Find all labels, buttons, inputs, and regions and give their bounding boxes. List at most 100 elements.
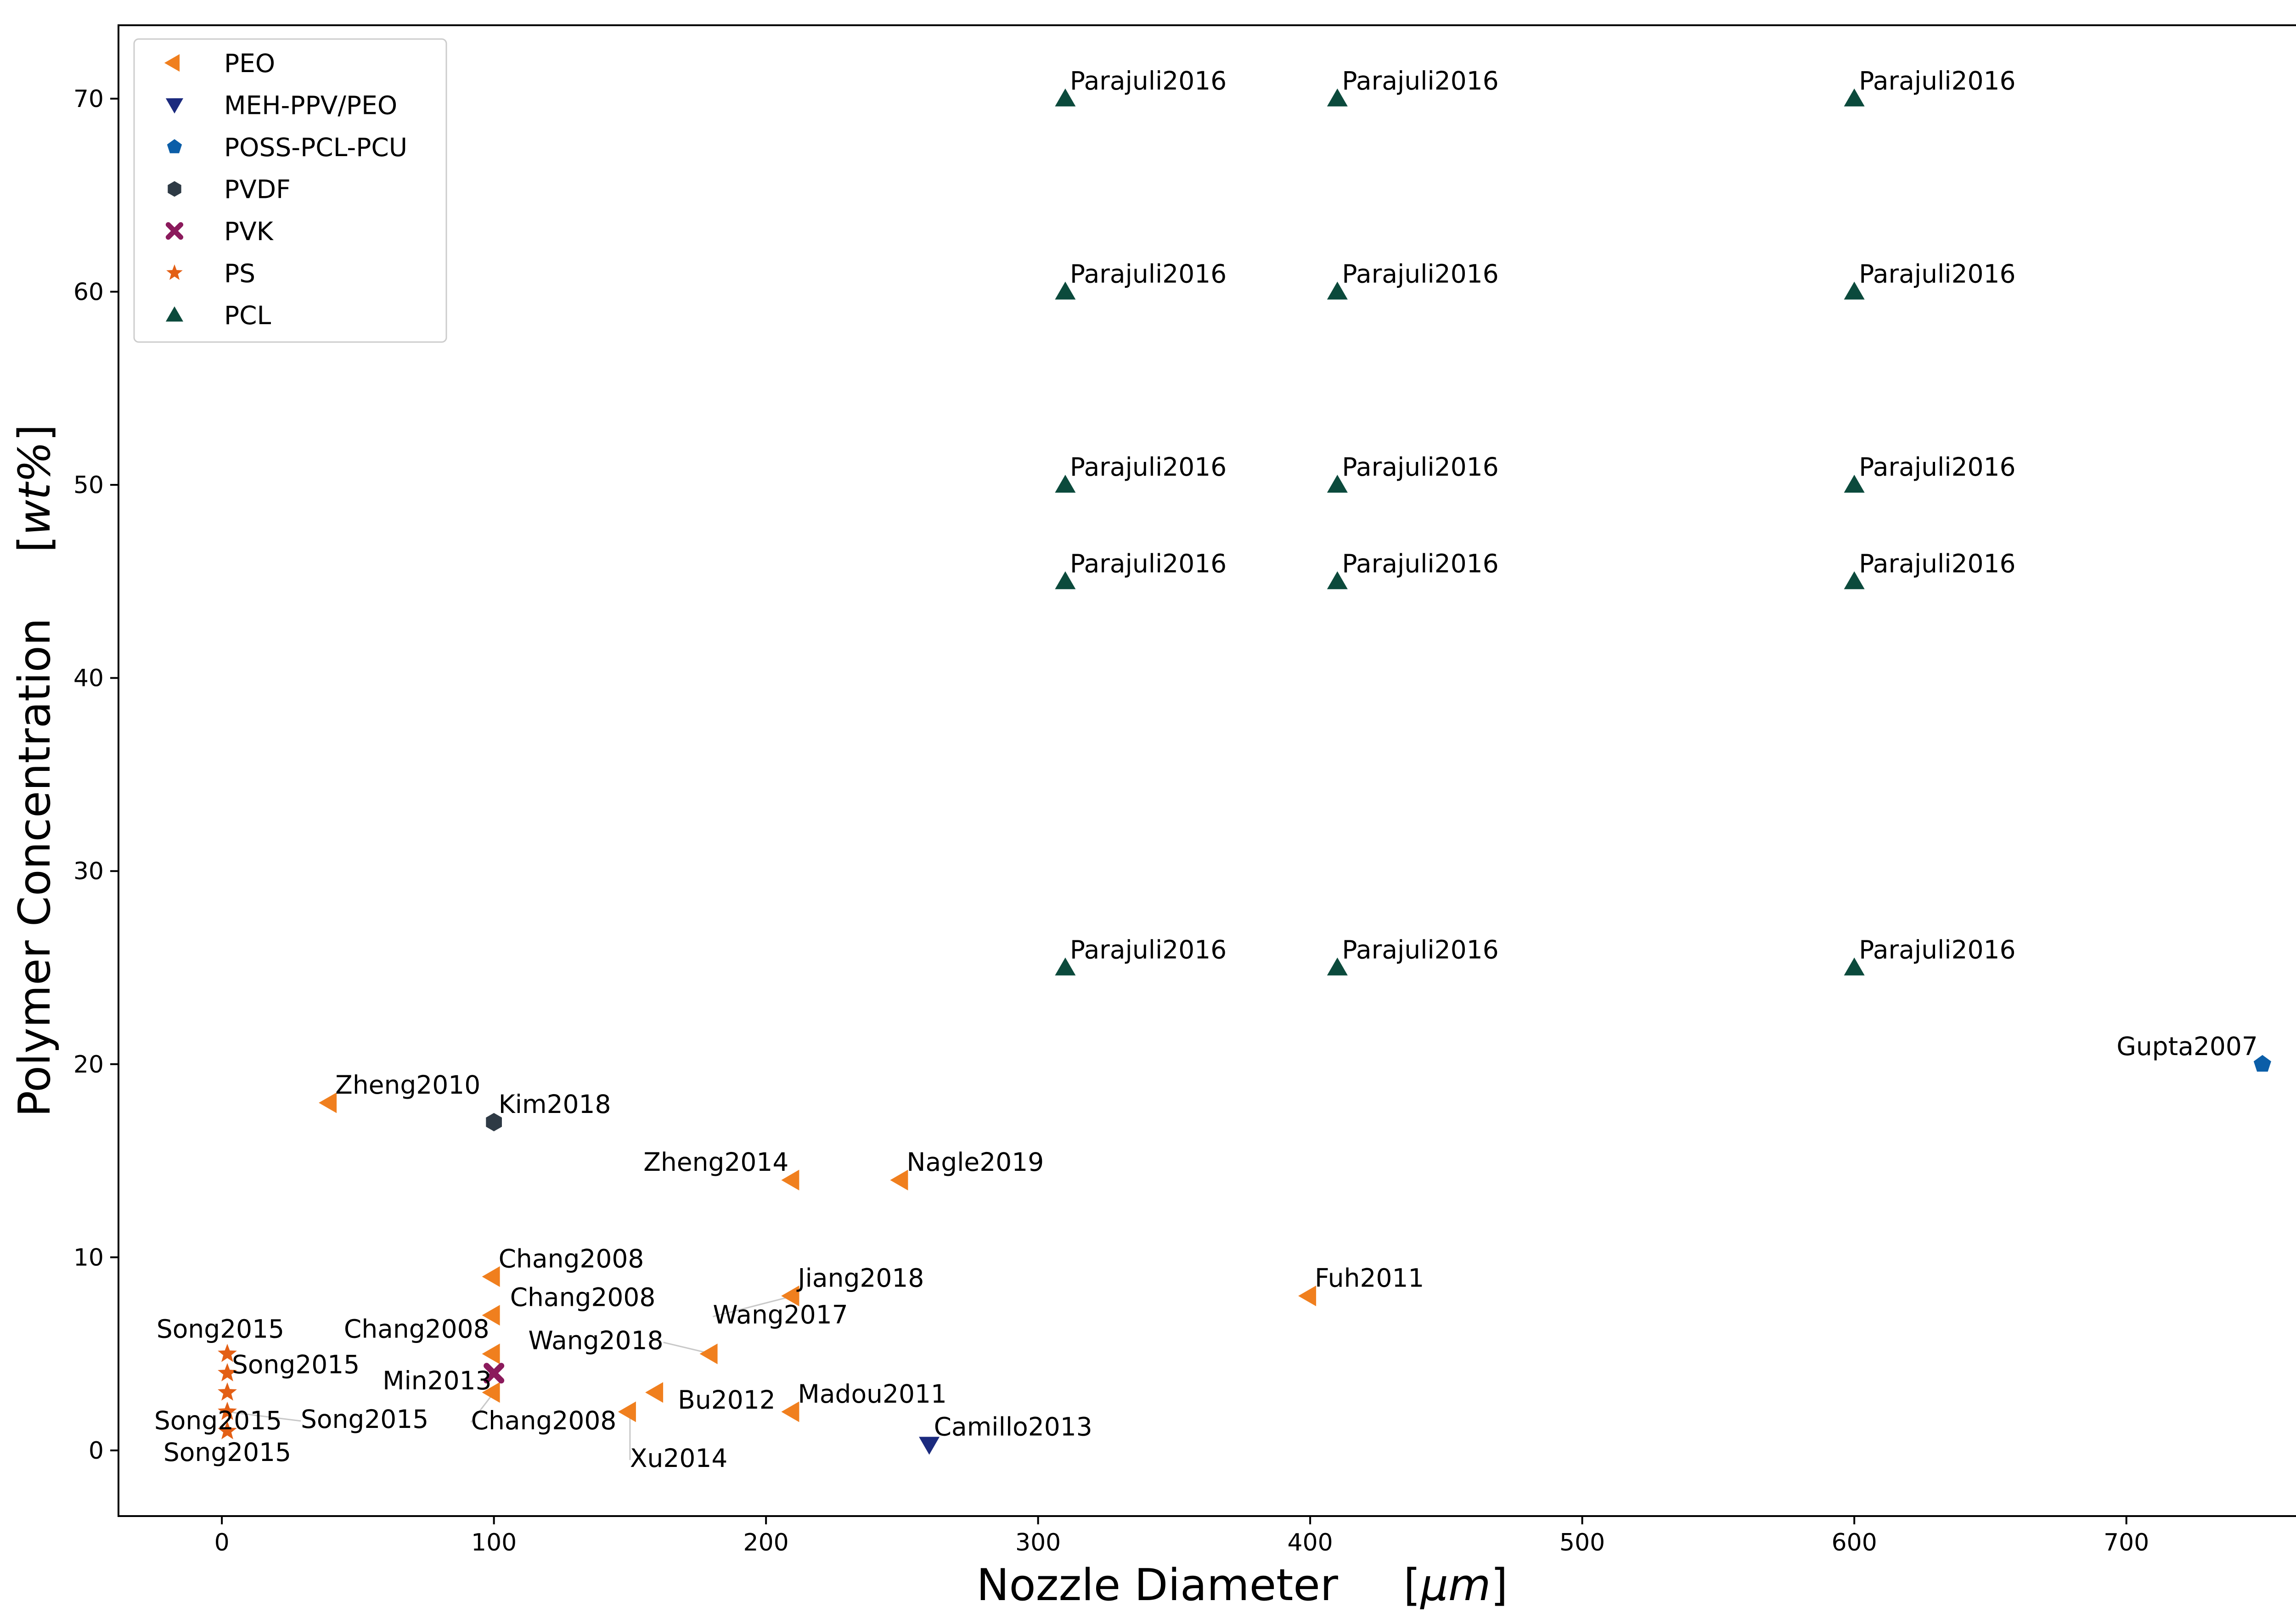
- y-tick-label: 20: [73, 1051, 104, 1079]
- point-marker: [484, 1363, 505, 1384]
- point-label: Parajuli2016: [1070, 66, 1227, 96]
- point-label: Parajuli2016: [1342, 935, 1498, 965]
- legend-entry: POSS-PCL-PCU: [224, 133, 407, 162]
- legend-marker: [165, 98, 184, 114]
- point-label: Parajuli2016: [1342, 549, 1498, 578]
- x-tick-label: 500: [1559, 1529, 1605, 1556]
- point-label: Parajuli2016: [1070, 452, 1227, 482]
- y-axis-label: Polymer Concentration [wt%]: [10, 424, 60, 1117]
- x-tick-label: 200: [743, 1529, 789, 1556]
- point-label: Nagle2019: [906, 1147, 1044, 1177]
- point-marker: [486, 1113, 502, 1131]
- y-tick-label: 70: [73, 85, 104, 113]
- point-label: Wang2018: [528, 1326, 663, 1355]
- x-tick-label: 700: [2104, 1529, 2149, 1556]
- point-marker: [482, 1266, 500, 1287]
- point-marker: [1844, 475, 1865, 493]
- point-marker: [699, 1343, 718, 1365]
- point-marker: [218, 1343, 237, 1362]
- point-label: Zheng2010: [335, 1070, 480, 1100]
- point-label: Parajuli2016: [1859, 935, 2015, 965]
- point-label: Parajuli2016: [1859, 259, 2015, 288]
- point-label: Parajuli2016: [1070, 259, 1227, 288]
- y-tick-label: 30: [73, 858, 104, 885]
- legend-entry: PS: [224, 259, 255, 288]
- point-label: Parajuli2016: [1342, 66, 1498, 96]
- point-marker: [781, 1169, 799, 1191]
- legend-marker: [168, 181, 181, 197]
- point-label: Fuh2011: [1315, 1264, 1424, 1293]
- legend-marker: [165, 222, 184, 240]
- x-tick-label: 600: [1831, 1529, 1877, 1556]
- point-marker: [2253, 1055, 2271, 1072]
- axes: 0 100 200 300 400 500 600 700 0 10 20 30 40 50 60 70 Noz…: [10, 24, 2296, 1611]
- legend-marker: [164, 54, 180, 72]
- point-marker: [218, 1363, 237, 1382]
- point-label: Parajuli2016: [1342, 452, 1498, 482]
- point-marker: [781, 1286, 799, 1306]
- legend-marker: [167, 139, 182, 153]
- y-tick-label: 60: [73, 278, 104, 306]
- label-connector: [227, 1411, 301, 1422]
- point-label: Song2015: [232, 1350, 360, 1379]
- data-markers: [218, 88, 2271, 1455]
- x-tick-label: 300: [1015, 1529, 1061, 1556]
- label-connector: [470, 1392, 495, 1423]
- point-label: Song2015: [163, 1438, 291, 1467]
- point-marker: [1327, 88, 1348, 107]
- legend-entry: PEO: [224, 49, 275, 78]
- point-label: Song2015: [157, 1315, 284, 1344]
- point-marker: [218, 1401, 237, 1420]
- x-tick-label: 0: [214, 1529, 230, 1556]
- x-tick-label: 400: [1287, 1529, 1333, 1556]
- point-label: Chang2008: [510, 1283, 656, 1312]
- point-label: Parajuli2016: [1070, 549, 1227, 578]
- x-axis-label: Nozzle Diameter [μm]: [976, 1560, 1508, 1611]
- point-marker: [1055, 475, 1076, 493]
- y-tick-label: 10: [73, 1244, 104, 1271]
- point-label: Song2015: [154, 1406, 282, 1435]
- point-marker: [1844, 571, 1865, 590]
- y-tick-label: 50: [73, 472, 104, 499]
- point-label: Zheng2014: [643, 1147, 788, 1177]
- point-marker: [482, 1343, 500, 1365]
- point-label: Xu2014: [630, 1444, 728, 1473]
- point-label: Gupta2007: [2116, 1032, 2258, 1061]
- point-label: Bu2012: [678, 1385, 776, 1415]
- label-connector: [713, 1295, 793, 1317]
- data-labels: Zheng2010 Chang2008 Chang2008 Chang2008 Chan…: [154, 66, 2258, 1473]
- plot-frame: [118, 24, 2296, 1517]
- legend-marker: [165, 306, 184, 322]
- point-marker: [781, 1401, 799, 1422]
- point-marker: [618, 1401, 636, 1422]
- point-marker: [1327, 957, 1348, 976]
- point-marker: [1327, 571, 1348, 590]
- legend: PEO MEH-PPV/PEO POSS-PCL-PCU PVDF PVK PS PCL: [133, 38, 447, 343]
- point-label: Parajuli2016: [1859, 66, 2015, 96]
- point-label: Parajuli2016: [1070, 935, 1227, 965]
- point-marker: [919, 1437, 940, 1455]
- point-label: Chang2008: [344, 1315, 490, 1344]
- legend-marker: [166, 264, 183, 280]
- legend-entry: PVK: [224, 217, 274, 246]
- point-label: Min2013: [383, 1366, 492, 1395]
- y-tick-label: 40: [73, 665, 104, 692]
- point-label: Chang2008: [471, 1406, 617, 1435]
- point-marker: [1055, 957, 1076, 976]
- legend-entry: PCL: [224, 301, 271, 330]
- point-marker: [1327, 281, 1348, 300]
- y-tick-label: 0: [89, 1437, 104, 1465]
- point-marker: [1055, 281, 1076, 300]
- point-marker: [1055, 88, 1076, 107]
- legend-entry: MEH-PPV/PEO: [224, 91, 397, 120]
- point-marker: [890, 1169, 908, 1191]
- point-marker: [1055, 571, 1076, 590]
- point-label: Madou2011: [798, 1379, 947, 1409]
- point-label: Jiang2018: [796, 1264, 924, 1293]
- point-marker: [218, 1382, 237, 1401]
- point-label: Chang2008: [499, 1244, 644, 1273]
- point-label: Parajuli2016: [1859, 549, 2015, 578]
- point-label: Wang2017: [713, 1300, 848, 1330]
- point-label: Camillo2013: [934, 1412, 1092, 1441]
